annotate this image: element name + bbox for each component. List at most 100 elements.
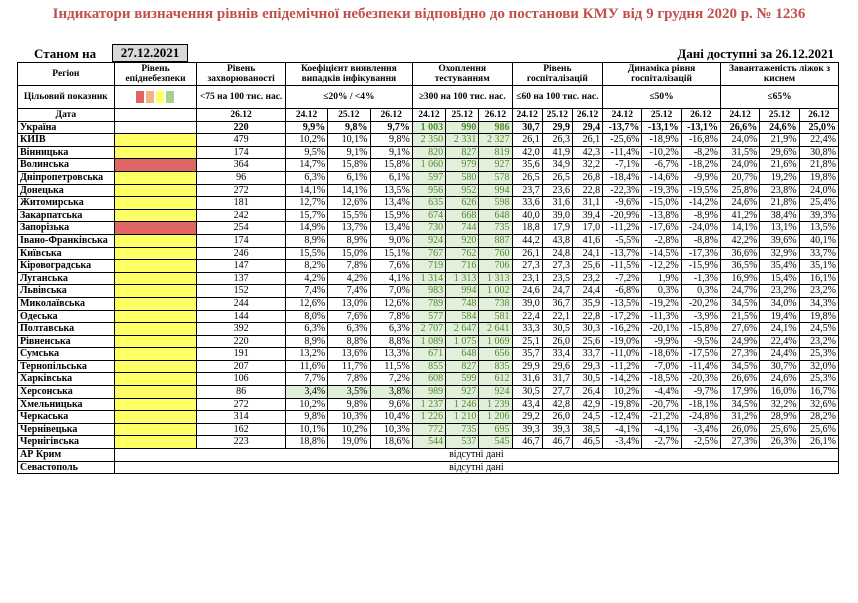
hosp-2512-cell: 23,5 <box>541 271 573 286</box>
hosp-2612-cell: 25,6 <box>571 334 604 349</box>
hosp-2412-cell: 29,2 <box>511 410 543 424</box>
beds-2512-cell: 32,9% <box>759 246 800 261</box>
as-of-label: Станом на <box>34 46 97 61</box>
positivity-2612-cell: 4,1% <box>369 271 413 286</box>
hosp-dyn-2412-cell: -7,1% <box>602 158 643 172</box>
testing-2412-cell: 2 707 <box>411 322 447 336</box>
header-row-titles: Регіон Рівень епіднебезпеки Рівень захво… <box>17 62 839 86</box>
testing-2412-cell: 772 <box>411 422 447 437</box>
hosp-dyn-2412-cell: -14,2% <box>602 372 643 387</box>
testing-2612-cell: 2 327 <box>478 133 513 147</box>
hosp-dyn-2612-cell: -13,1% <box>680 120 722 135</box>
region-cell: АР Крим <box>17 448 115 462</box>
positivity-2412-cell: 8,9% <box>284 233 329 248</box>
incidence-cell: 191 <box>196 347 286 361</box>
level-cell <box>113 422 198 437</box>
hosp-dyn-2612-cell: -9,9% <box>680 170 722 185</box>
hosp-2612-cell: 42,3 <box>571 145 604 160</box>
beds-2412-cell: 34,5% <box>719 296 761 311</box>
region-cell: Волинська <box>17 158 115 172</box>
hosp-2612-cell: 29,4 <box>571 120 604 135</box>
hosp-dyn-2412-cell: -25,6% <box>602 133 643 147</box>
hosp-dyn-2612-cell: -24,0% <box>680 221 722 235</box>
incidence-cell: 244 <box>196 296 286 311</box>
hosp-2512-cell: 33,4 <box>541 347 573 361</box>
beds-2412-cell: 31,5% <box>719 145 761 160</box>
level-cell <box>113 284 198 298</box>
hosp-dyn-2412-cell: 10,2% <box>602 385 643 399</box>
hosp-dyn-2612-cell: -18,2% <box>680 158 722 172</box>
hosp-2612-cell: 31,1 <box>571 196 604 210</box>
positivity-2412-cell: 8,9% <box>284 334 329 349</box>
region-cell: Харківська <box>17 372 115 387</box>
level-swatches <box>113 85 198 109</box>
hosp-dyn-2512-cell: -2,7% <box>641 435 682 450</box>
hosp-dyn-2412-cell: -9,6% <box>602 196 643 210</box>
date-testing-2: 25.12 <box>445 108 480 122</box>
hosp-dyn-2612-cell: -11,4% <box>680 359 722 374</box>
hosp-2412-cell: 40,0 <box>511 208 543 223</box>
testing-2512-cell: 762 <box>445 246 480 261</box>
testing-2412-cell: 983 <box>411 284 447 298</box>
region-cell: Івано-Франківська <box>17 233 115 248</box>
header-region: Регіон <box>17 62 115 86</box>
hosp-dyn-2512-cell: -7,0% <box>641 359 682 374</box>
positivity-2512-cell: 10,3% <box>327 410 371 424</box>
hosp-2512-cell: 23,6 <box>541 183 573 198</box>
date-positivity-2: 25.12 <box>327 108 371 122</box>
positivity-2412-cell: 12,7% <box>284 196 329 210</box>
positivity-2412-cell: 10,2% <box>284 397 329 412</box>
testing-2412-cell: 671 <box>411 347 447 361</box>
beds-2512-cell: 15,4% <box>759 271 800 286</box>
positivity-2612-cell: 12,6% <box>369 296 413 311</box>
testing-2412-cell: 1 089 <box>411 334 447 349</box>
level-cell <box>113 170 198 185</box>
table-row: Хмельницька 272 10,2% 9,8% 9,6% 1 237 1 246 1 2… <box>17 397 840 412</box>
table-row: Луганська 137 4,2% 4,2% 4,1% 1 314 1 313 1 313 2… <box>17 271 840 286</box>
positivity-2512-cell: 4,2% <box>327 271 371 286</box>
hosp-dyn-2412-cell: -11,0% <box>602 347 643 361</box>
positivity-2412-cell: 7,7% <box>284 372 329 387</box>
beds-2412-cell: 41,2% <box>719 208 761 223</box>
beds-2512-cell: 24,4% <box>759 347 800 361</box>
hosp-dyn-2412-cell: -11,4% <box>602 145 643 160</box>
hosp-2612-cell: 17,0 <box>571 221 604 235</box>
date-hosp-1: 24.12 <box>511 108 543 122</box>
positivity-2512-cell: 15,0% <box>327 246 371 261</box>
hosp-dyn-2612-cell: -15,8% <box>680 322 722 336</box>
beds-2512-cell: 26,3% <box>759 435 800 450</box>
testing-2612-cell: 695 <box>478 422 513 437</box>
incidence-cell: 242 <box>196 208 286 223</box>
beds-2512-cell: 19,2% <box>759 170 800 185</box>
positivity-2412-cell: 3,4% <box>284 385 329 399</box>
positivity-2412-cell: 12,6% <box>284 296 329 311</box>
testing-2612-cell: 578 <box>478 170 513 185</box>
incidence-cell: 254 <box>196 221 286 235</box>
incidence-cell: 147 <box>196 259 286 273</box>
positivity-2512-cell: 14,1% <box>327 183 371 198</box>
hosp-dyn-2612-cell: -19,5% <box>680 183 722 198</box>
beds-2512-cell: 23,2% <box>759 284 800 298</box>
target-hosp-dynamics: ≤50% <box>602 85 721 109</box>
beds-2412-cell: 25,8% <box>719 183 761 198</box>
region-cell: Вінницька <box>17 145 115 160</box>
testing-2612-cell: 887 <box>478 233 513 248</box>
hosp-dyn-2412-cell: -17,2% <box>602 309 643 324</box>
beds-2612-cell: 13,5% <box>798 221 840 235</box>
beds-2612-cell: 35,1% <box>798 259 840 273</box>
positivity-2512-cell: 3,5% <box>327 385 371 399</box>
hosp-2512-cell: 36,7 <box>541 296 573 311</box>
hosp-dyn-2512-cell: -2,8% <box>641 233 682 248</box>
testing-2412-cell: 924 <box>411 233 447 248</box>
testing-2412-cell: 719 <box>411 259 447 273</box>
hosp-2612-cell: 25,6 <box>571 259 604 273</box>
hosp-2512-cell: 17,9 <box>541 221 573 235</box>
hosp-dyn-2412-cell: -13,7% <box>602 246 643 261</box>
hosp-2612-cell: 46,5 <box>571 435 604 450</box>
date-dyn-1: 24.12 <box>602 108 643 122</box>
hosp-dyn-2412-cell: -20,9% <box>602 208 643 223</box>
beds-2512-cell: 16,0% <box>759 385 800 399</box>
testing-2512-cell: 2 647 <box>445 322 480 336</box>
hosp-2512-cell: 26,3 <box>541 133 573 147</box>
positivity-2612-cell: 18,6% <box>369 435 413 450</box>
